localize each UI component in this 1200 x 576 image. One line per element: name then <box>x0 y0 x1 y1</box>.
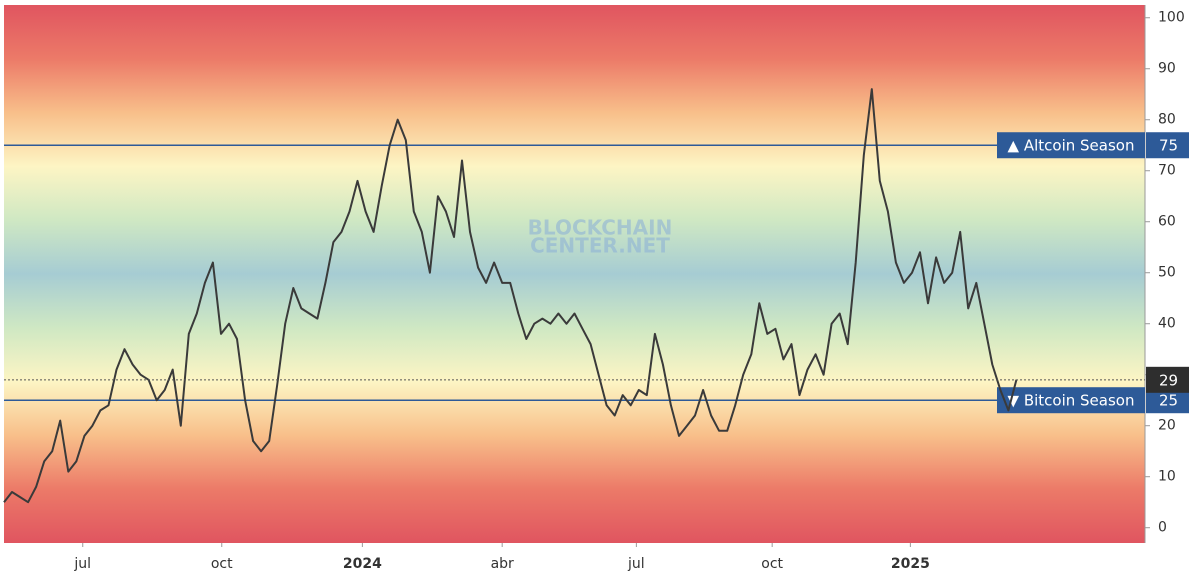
y-tick-label: 100 <box>1158 10 1185 26</box>
reference-value-box <box>1146 132 1189 159</box>
y-tick-label: 90 <box>1158 61 1176 77</box>
y-tick-label: 10 <box>1158 469 1176 485</box>
last-value-label: 29 <box>1159 371 1178 389</box>
reference-label: ▲ Altcoin Season <box>1008 137 1135 155</box>
x-tick-label: oct <box>211 556 233 572</box>
watermark: CENTER.NET <box>530 234 670 258</box>
y-tick-label: 50 <box>1158 265 1176 281</box>
y-tick-label: 20 <box>1158 418 1176 434</box>
x-tick-label: jul <box>73 556 91 572</box>
x-tick-label: jul <box>627 556 645 572</box>
plot-background <box>4 5 1145 543</box>
x-tick-label: abr <box>491 556 514 572</box>
series-line <box>3 88 1018 504</box>
y-tick-label: 70 <box>1158 163 1176 179</box>
last-value-box <box>1146 366 1189 393</box>
reference-value: 75 <box>1159 137 1178 155</box>
reference-label-box <box>997 387 1145 414</box>
y-tick-label: 40 <box>1158 316 1176 332</box>
y-tick-label: 80 <box>1158 112 1176 128</box>
reference-label: ▼ Bitcoin Season <box>1008 392 1135 410</box>
reference-label-box <box>997 132 1145 159</box>
x-tick-label: 2024 <box>343 556 382 572</box>
y-tick-label: 60 <box>1158 214 1176 230</box>
x-tick-label: 2025 <box>891 556 930 572</box>
x-tick-label: oct <box>761 556 783 572</box>
reference-value: 25 <box>1159 392 1178 410</box>
watermark: BLOCKCHAIN <box>528 216 673 240</box>
y-tick-label: 0 <box>1158 520 1167 536</box>
